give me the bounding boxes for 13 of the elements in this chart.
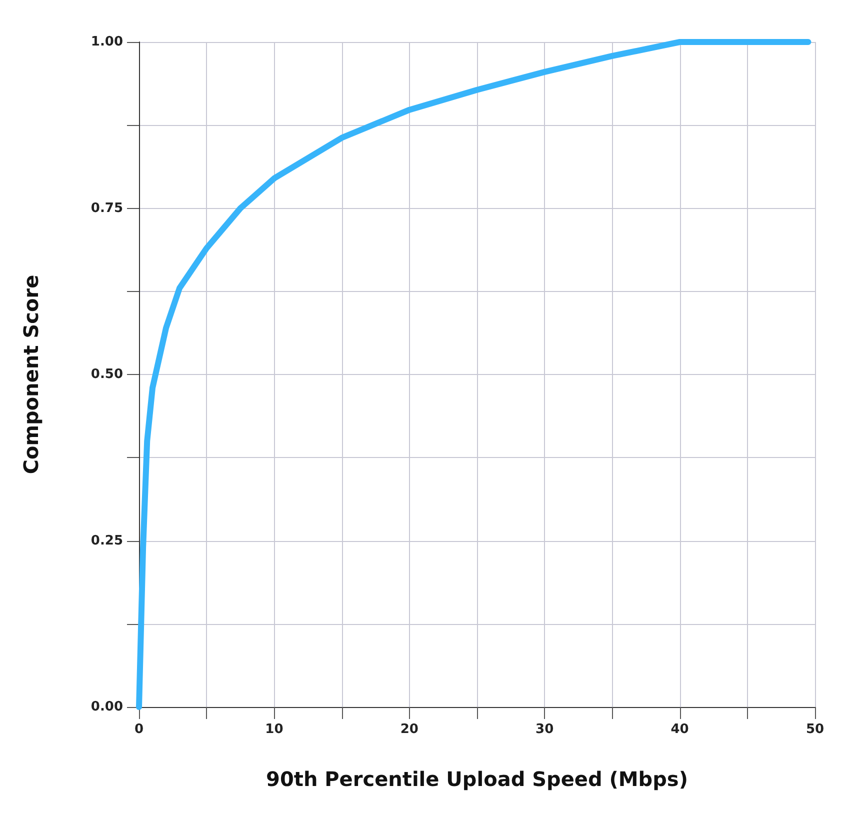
y-tick-label: 0.00 bbox=[90, 700, 123, 714]
x-tick-label: 20 bbox=[400, 722, 418, 737]
y-axis-title: Component Score bbox=[19, 274, 43, 474]
x-tick-label: 30 bbox=[536, 722, 554, 737]
y-tick-label: 0.75 bbox=[90, 200, 123, 216]
x-tick-label: 10 bbox=[265, 722, 284, 737]
y-tick-label: 1.00 bbox=[90, 34, 123, 50]
x-tick-label: 50 bbox=[806, 722, 824, 737]
x-axis-title: 90th Percentile Upload Speed (Mbps) bbox=[266, 767, 688, 791]
y-tick-label: 0.50 bbox=[90, 367, 123, 382]
y-tick-label: 0.25 bbox=[90, 533, 123, 548]
x-tick-label: 40 bbox=[670, 722, 689, 737]
x-tick-label: 0 bbox=[134, 722, 144, 737]
